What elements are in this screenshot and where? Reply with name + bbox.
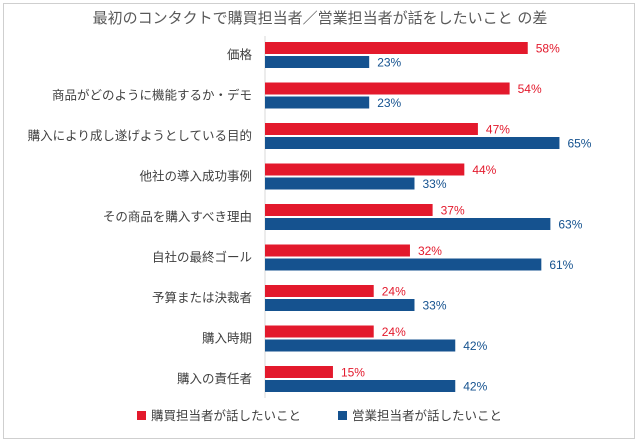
category-label: 予算または決裁者 [152, 290, 252, 305]
seller-bar [265, 218, 551, 230]
legend-label: 購買担当者が話したいこと [151, 408, 301, 423]
legend-swatch [137, 411, 146, 420]
seller-bar [265, 299, 415, 311]
seller-value-label: 61% [549, 258, 573, 272]
seller-value-label: 63% [558, 218, 582, 232]
chart-title: 最初のコンタクトで購買担当者／営業担当者が話をしたいこと の差 [92, 9, 548, 27]
category-label: 商品がどのように機能するか・デモ [52, 88, 252, 103]
seller-bar [265, 96, 370, 109]
seller-bar [265, 339, 456, 352]
category-label: 購入時期 [202, 331, 252, 346]
seller-bar [265, 137, 560, 149]
seller-bar [265, 258, 542, 271]
category-label: 購入により成し遂げようとしている目的 [28, 128, 252, 143]
category-label: 他社の導入成功事例 [139, 169, 252, 184]
seller-value-label: 65% [567, 137, 591, 151]
buyer-value-label: 37% [441, 204, 465, 218]
buyer-value-label: 47% [486, 123, 510, 137]
buyer-value-label: 24% [382, 325, 406, 339]
legend-label: 営業担当者が話したいこと [352, 408, 502, 423]
buyer-value-label: 54% [518, 82, 542, 96]
buyer-value-label: 44% [472, 163, 496, 177]
category-label: 価格 [227, 47, 253, 62]
seller-value-label: 42% [463, 380, 487, 394]
legend-swatch [338, 411, 347, 420]
buyer-bar [265, 82, 510, 95]
buyer-value-label: 58% [536, 42, 560, 56]
category-label: 自社の最終ゴール [152, 250, 252, 265]
seller-bar [265, 380, 456, 392]
buyer-bar [265, 325, 374, 338]
seller-value-label: 23% [377, 56, 401, 70]
buyer-bar [265, 366, 333, 378]
buyer-value-label: 15% [341, 366, 365, 380]
buyer-bar [265, 42, 528, 54]
buyer-bar [265, 163, 465, 176]
buyer-value-label: 24% [382, 285, 406, 299]
seller-value-label: 23% [377, 96, 401, 110]
seller-bar [265, 177, 415, 190]
seller-value-label: 33% [422, 299, 446, 313]
seller-value-label: 33% [422, 177, 446, 191]
buyer-bar [265, 244, 410, 257]
seller-bar [265, 56, 370, 68]
seller-value-label: 42% [463, 339, 487, 353]
category-label: 購入の責任者 [177, 371, 252, 386]
buyer-bar [265, 204, 433, 216]
category-label: その商品を購入すべき理由 [103, 209, 252, 224]
buyer-bar [265, 285, 374, 297]
buyer-bar [265, 123, 478, 135]
buyer-value-label: 32% [418, 244, 442, 258]
